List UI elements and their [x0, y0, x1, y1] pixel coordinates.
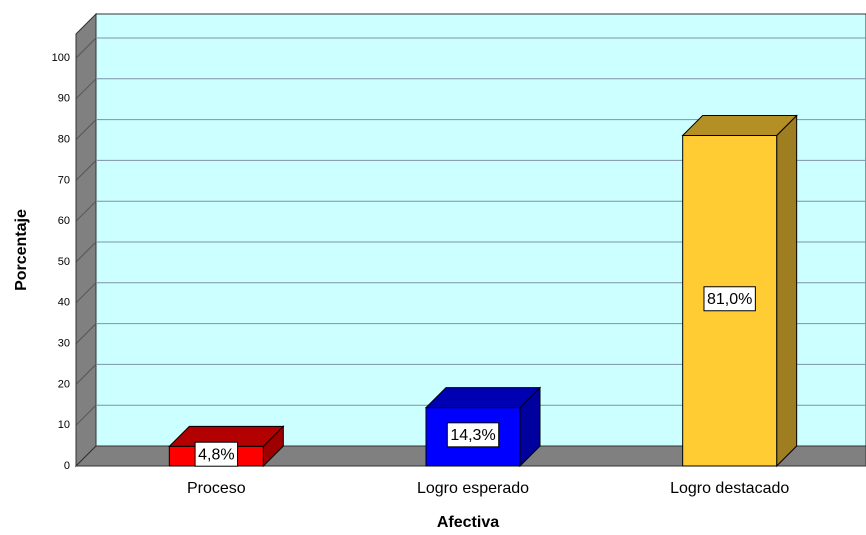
- value-label-box: [446, 422, 500, 448]
- bar-side: [776, 114, 798, 468]
- grid-line-side: [75, 119, 97, 140]
- y-tick-label: 30: [58, 338, 70, 350]
- bar-top: [681, 115, 798, 137]
- grid-line-side: [75, 241, 97, 263]
- y-tick-label: 50: [58, 256, 70, 268]
- x-tick-label: Proceso: [187, 480, 246, 497]
- grid-line-side: [75, 282, 97, 304]
- value-label: 14,3%: [450, 427, 495, 444]
- y-tick-label: 70: [58, 174, 70, 186]
- value-label: 4,8%: [198, 446, 234, 463]
- y-tick-label: 80: [58, 134, 70, 146]
- x-tick-label: Logro esperado: [417, 480, 529, 497]
- y-tick-label: 90: [58, 93, 70, 105]
- y-tick-label: 60: [58, 215, 70, 227]
- grid-line-side: [75, 78, 97, 100]
- y-tick-label: 100: [52, 52, 70, 64]
- y-tick-label: 40: [58, 297, 70, 309]
- y-tick-label: 0: [64, 460, 70, 472]
- grid-line-side: [75, 160, 97, 181]
- value-label-box: [194, 441, 239, 467]
- grid-line-side: [75, 404, 97, 426]
- grid-line-side: [75, 364, 97, 385]
- x-axis-title: Afectiva: [437, 514, 499, 531]
- grid-line-side: [75, 323, 97, 344]
- y-tick-label: 20: [58, 378, 70, 390]
- value-label-box: [703, 286, 756, 312]
- grid-line-side: [75, 37, 97, 59]
- y-axis-title: Porcentaje: [13, 209, 30, 291]
- y-tick-label: 10: [58, 419, 70, 431]
- grid-line-side: [75, 200, 97, 222]
- bar-top: [424, 387, 542, 409]
- x-tick-label: Logro destacado: [670, 480, 789, 497]
- value-label: 81,0%: [707, 291, 752, 308]
